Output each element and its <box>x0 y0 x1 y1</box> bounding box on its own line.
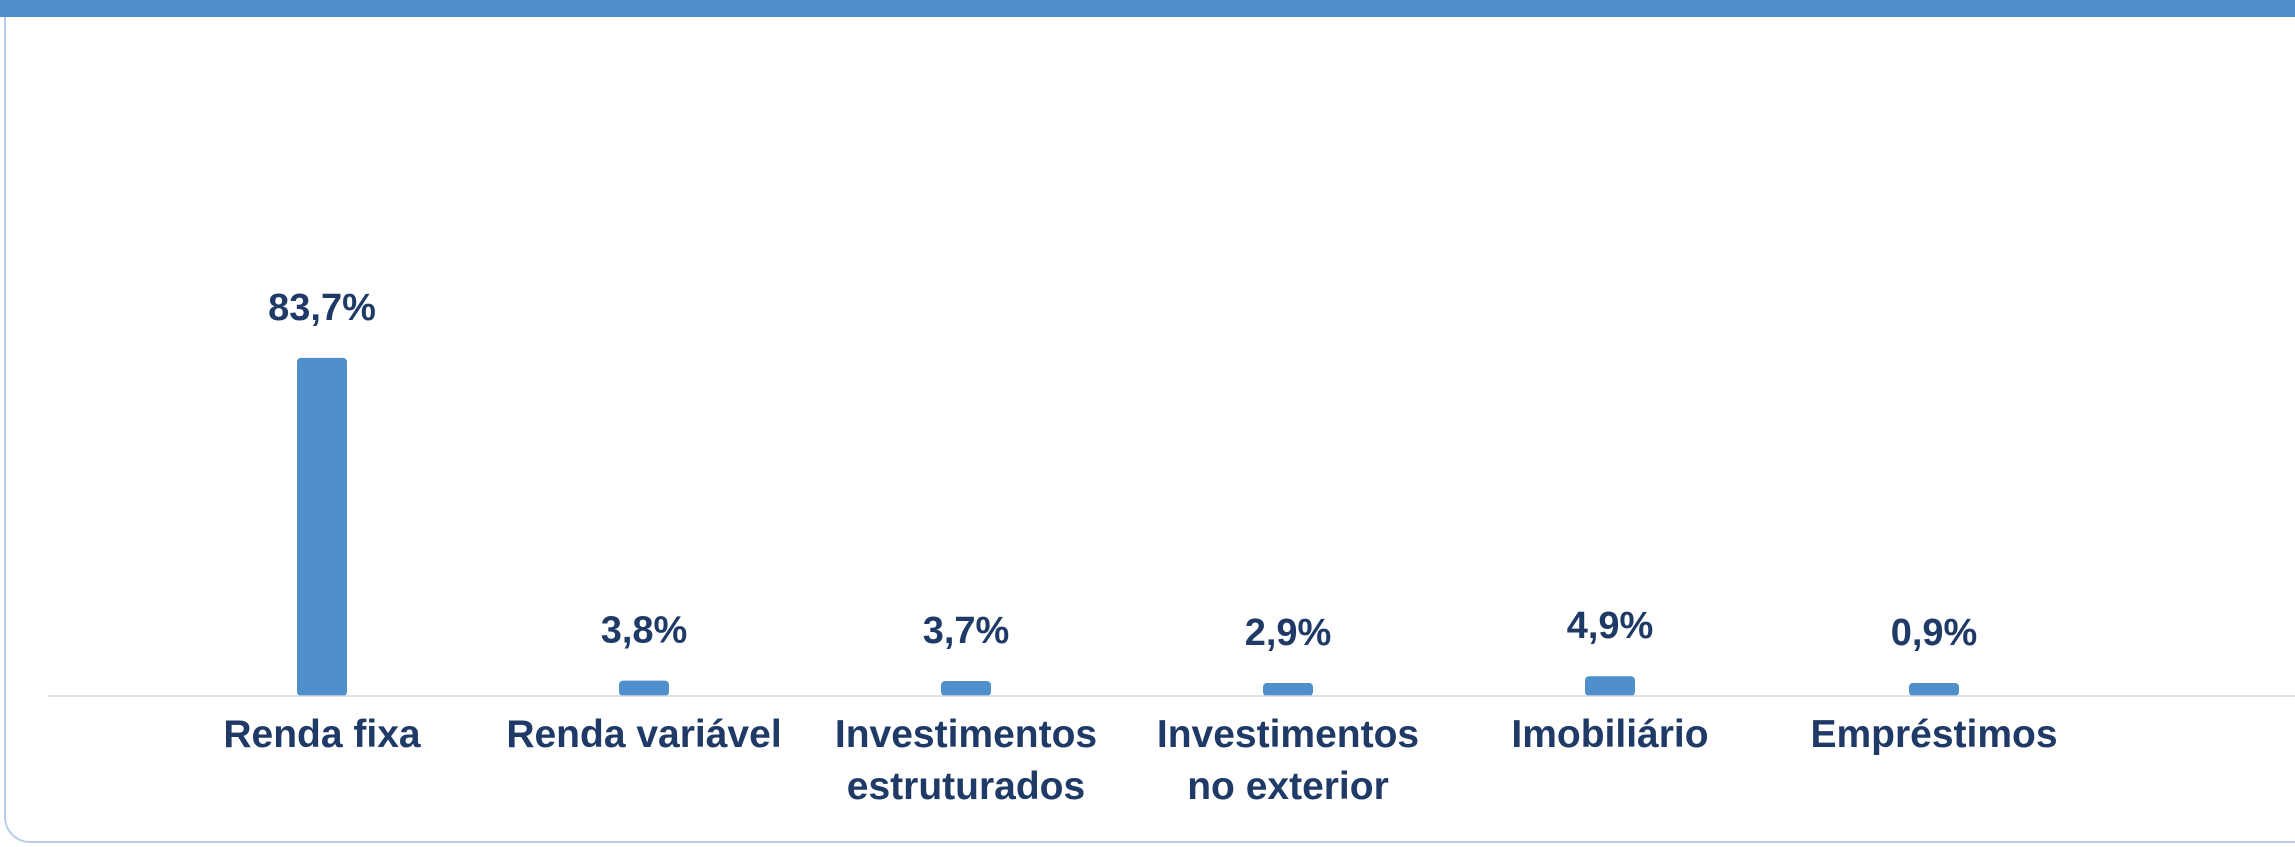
category-label: Empréstimos <box>1810 713 2057 756</box>
bar <box>1263 683 1313 696</box>
data-label: 83,7% <box>268 287 376 329</box>
data-label: 3,7% <box>923 610 1010 652</box>
category-label: Renda fixa <box>223 713 421 756</box>
bar <box>619 680 669 696</box>
bar <box>1909 683 1959 696</box>
bar <box>1585 676 1635 696</box>
category-label: no exterior <box>1187 765 1389 808</box>
data-label: 2,9% <box>1245 612 1332 654</box>
bar <box>941 681 991 696</box>
category-label: Investimentos <box>835 713 1097 756</box>
category-label: Investimentos <box>1157 713 1419 756</box>
category-label: Imobiliário <box>1511 713 1708 756</box>
bars-layer <box>297 357 1959 696</box>
bar <box>297 357 347 696</box>
header-band <box>0 0 2295 17</box>
chart-card <box>4 0 2295 843</box>
category-label: Renda variável <box>506 713 781 756</box>
data-label: 4,9% <box>1567 605 1654 647</box>
labels-layer: 83,7% Renda fixa 3,8% Renda variável 3,7% Inv… <box>223 287 2057 808</box>
data-label: 0,9% <box>1891 612 1978 654</box>
category-label: estruturados <box>847 765 1085 808</box>
data-label: 3,8% <box>601 610 688 652</box>
